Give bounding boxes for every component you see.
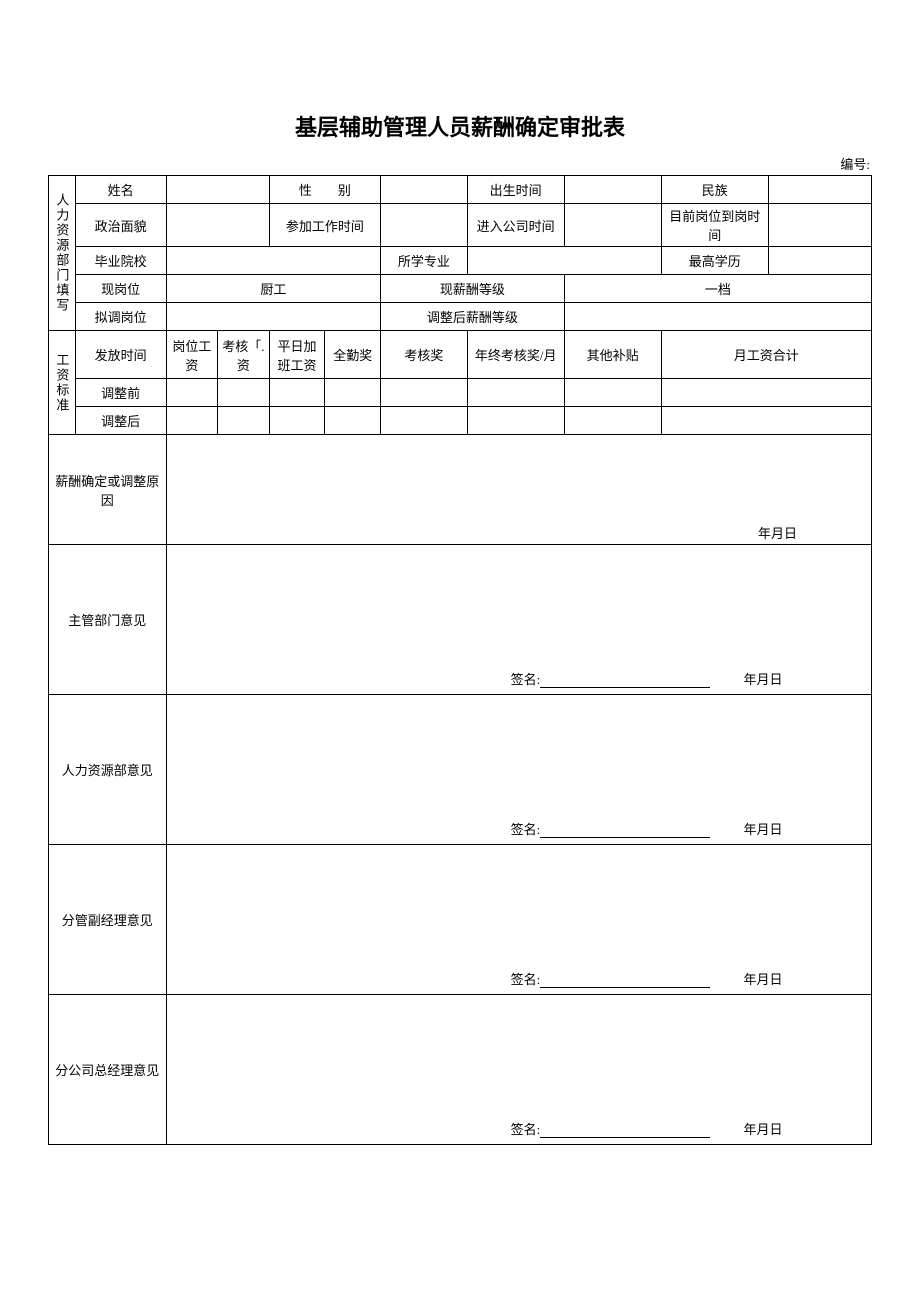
table-row: 人力资源部门填写 姓名 性 别 出生时间 民族 <box>49 176 872 204</box>
table-row: 毕业院校 所学专业 最高学历 <box>49 247 872 275</box>
value-name <box>166 176 269 204</box>
date-text: 年月日 <box>758 523 857 542</box>
value-cell <box>564 379 661 407</box>
label-pay-time: 发放时间 <box>75 331 166 379</box>
label-assess-bonus: 考核奖 <box>381 331 468 379</box>
value-cell <box>661 379 871 407</box>
label-birth: 出生时间 <box>467 176 564 204</box>
label-currentpost-time: 目前岗位到岗时间 <box>661 204 768 247</box>
gm-opinion-content: 签名: 年月日 <box>166 995 871 1145</box>
label-assess-salary: 考核「. 资 <box>218 331 270 379</box>
label-monthly-total: 月工资合计 <box>661 331 871 379</box>
value-political <box>166 204 269 247</box>
value-cell <box>467 407 564 435</box>
sign-label: 签名: <box>511 1122 541 1137</box>
table-row: 现岗位 厨工 现薪酬等级 一档 <box>49 275 872 303</box>
value-cell <box>467 379 564 407</box>
table-row: 分管副经理意见 签名: 年月日 <box>49 845 872 995</box>
value-ethnic <box>768 176 871 204</box>
table-row: 人力资源部意见 签名: 年月日 <box>49 695 872 845</box>
section-salary-std: 工资标准 <box>49 331 76 435</box>
label-reason: 薪酬确定或调整原因 <box>49 435 167 545</box>
value-birth <box>564 176 661 204</box>
label-overtime: 平日加班工资 <box>269 331 325 379</box>
date-text: 年月日 <box>743 672 782 687</box>
value-cell <box>269 379 325 407</box>
deputy-opinion-content: 签名: 年月日 <box>166 845 871 995</box>
label-gender: 性 别 <box>269 176 380 204</box>
value-cell <box>269 407 325 435</box>
value-gender <box>381 176 468 204</box>
dept-opinion-content: 签名: 年月日 <box>166 545 871 695</box>
sign-line <box>540 1137 710 1138</box>
label-other-allowance: 其他补贴 <box>564 331 661 379</box>
label-new-post: 拟调岗位 <box>75 303 166 331</box>
value-joincompany <box>564 204 661 247</box>
value-currentpost-time <box>768 204 871 247</box>
label-deputy-opinion: 分管副经理意见 <box>49 845 167 995</box>
label-dept-opinion: 主管部门意见 <box>49 545 167 695</box>
reason-content: 年月日 <box>166 435 871 545</box>
value-workstart <box>381 204 468 247</box>
sign-label: 签名: <box>511 972 541 987</box>
label-political: 政治面貌 <box>75 204 166 247</box>
label-current-post: 现岗位 <box>75 275 166 303</box>
label-year-bonus: 年终考核奖/月 <box>467 331 564 379</box>
value-cell <box>218 379 270 407</box>
value-cell <box>564 407 661 435</box>
value-education <box>768 247 871 275</box>
page-title: 基层辅助管理人员薪酬确定审批表 <box>48 110 872 142</box>
value-cell <box>218 407 270 435</box>
label-name: 姓名 <box>75 176 166 204</box>
value-current-post: 厨工 <box>166 275 381 303</box>
table-row: 政治面貌 参加工作时间 进入公司时间 目前岗位到岗时间 <box>49 204 872 247</box>
label-education: 最高学历 <box>661 247 768 275</box>
table-row: 调整后 <box>49 407 872 435</box>
sign-line <box>540 837 710 838</box>
label-current-salary-level: 现薪酬等级 <box>381 275 565 303</box>
table-row: 薪酬确定或调整原因 年月日 <box>49 435 872 545</box>
value-cell <box>661 407 871 435</box>
sign-label: 签名: <box>511 672 541 687</box>
value-new-post <box>166 303 381 331</box>
value-cell <box>381 407 468 435</box>
sign-line <box>540 687 710 688</box>
label-gm-opinion: 分公司总经理意见 <box>49 995 167 1145</box>
date-text: 年月日 <box>743 1122 782 1137</box>
hr-opinion-content: 签名: 年月日 <box>166 695 871 845</box>
value-school <box>166 247 381 275</box>
sign-label: 签名: <box>511 822 541 837</box>
label-before: 调整前 <box>75 379 166 407</box>
table-row: 调整前 <box>49 379 872 407</box>
label-hr-opinion: 人力资源部意见 <box>49 695 167 845</box>
value-major <box>467 247 661 275</box>
table-row: 主管部门意见 签名: 年月日 <box>49 545 872 695</box>
date-text: 年月日 <box>743 972 782 987</box>
table-row: 工资标准 发放时间 岗位工资 考核「. 资 平日加班工资 全勤奖 考核奖 年终考… <box>49 331 872 379</box>
doc-number-label: 编号: <box>48 154 872 173</box>
label-major: 所学专业 <box>381 247 468 275</box>
value-new-salary-level <box>564 303 871 331</box>
table-row: 分公司总经理意见 签名: 年月日 <box>49 995 872 1145</box>
value-cell <box>325 407 381 435</box>
section-hr-fill: 人力资源部门填写 <box>49 176 76 331</box>
date-text: 年月日 <box>743 822 782 837</box>
sign-line <box>540 987 710 988</box>
value-current-salary-level: 一档 <box>564 275 871 303</box>
approval-table: 人力资源部门填写 姓名 性 别 出生时间 民族 政治面貌 参加工作时间 进入公司… <box>48 175 872 1145</box>
label-attendance: 全勤奖 <box>325 331 381 379</box>
label-joincompany: 进入公司时间 <box>467 204 564 247</box>
label-school: 毕业院校 <box>75 247 166 275</box>
label-post-salary: 岗位工资 <box>166 331 218 379</box>
label-ethnic: 民族 <box>661 176 768 204</box>
value-cell <box>166 379 218 407</box>
value-cell <box>325 379 381 407</box>
table-row: 拟调岗位 调整后薪酬等级 <box>49 303 872 331</box>
label-after: 调整后 <box>75 407 166 435</box>
label-new-salary-level: 调整后薪酬等级 <box>381 303 565 331</box>
value-cell <box>381 379 468 407</box>
label-workstart: 参加工作时间 <box>269 204 380 247</box>
value-cell <box>166 407 218 435</box>
